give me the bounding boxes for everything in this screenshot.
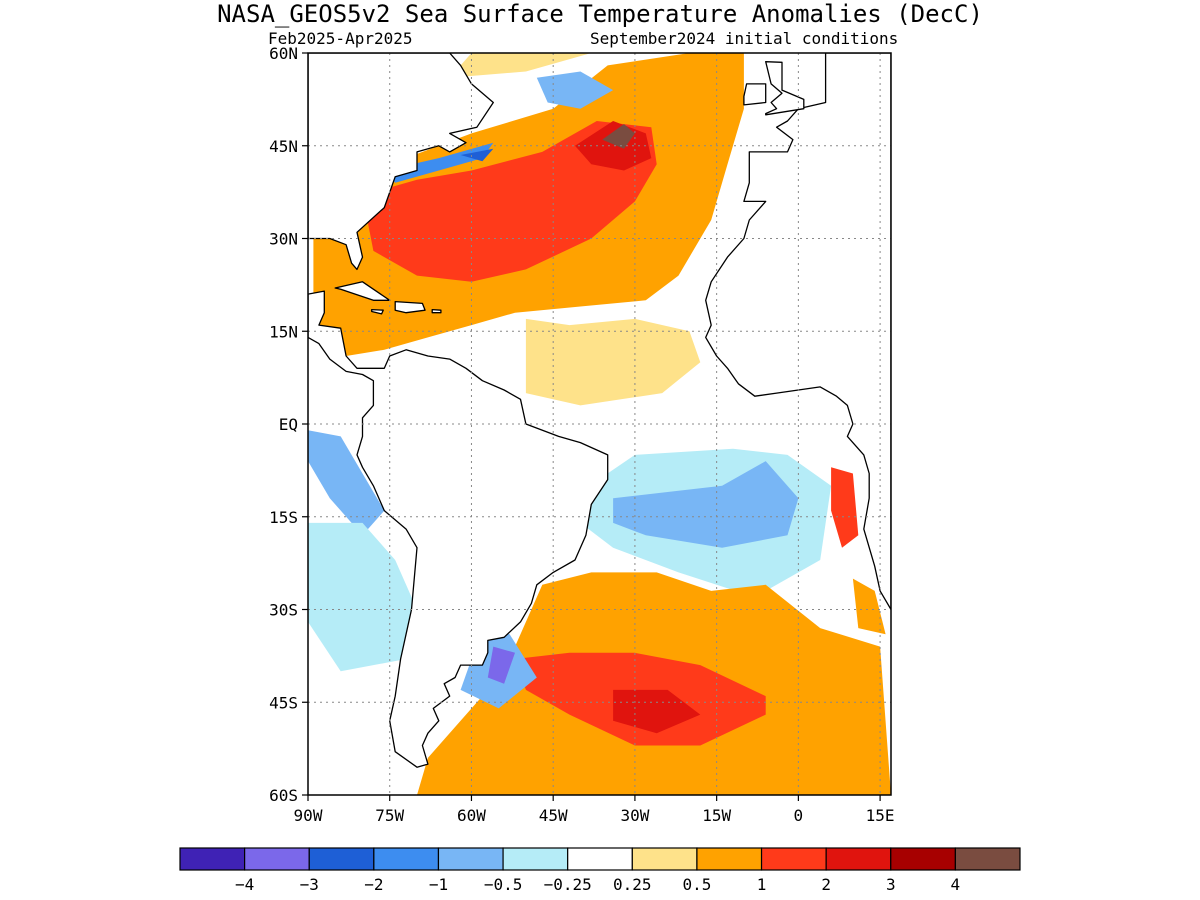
colorbar-label-3: −1 (429, 875, 448, 894)
colorbar-swatch-4 (437, 847, 504, 871)
lon-tick-label-0: 90W (294, 806, 323, 825)
colorbar-swatch-3 (373, 847, 440, 871)
colorbar-swatch-6 (567, 847, 633, 871)
colorbar-label-1: −3 (300, 875, 319, 894)
lat-tick-label-1: 45N (269, 137, 298, 156)
lon-tick-label-3: 45W (539, 806, 568, 825)
anomaly-region-5 (449, 53, 592, 78)
colorbar-label-5: −0.25 (544, 875, 592, 894)
lat-tick-label-5: 15S (269, 508, 298, 527)
colorbar-swatch-8 (696, 847, 763, 871)
colorbar-label-9: 2 (821, 875, 831, 894)
colorbar-label-2: −2 (364, 875, 383, 894)
colorbar-label-10: 3 (886, 875, 896, 894)
lon-tick-label-5: 15W (702, 806, 731, 825)
lon-tick-label-6: 0 (794, 806, 804, 825)
colorbar-label-6: 0.25 (613, 875, 652, 894)
lon-tick-label-1: 75W (375, 806, 404, 825)
land-mass-0 (308, 53, 494, 271)
anomaly-region-14 (613, 461, 799, 548)
land-mass-8 (371, 308, 384, 315)
lat-tick-label-3: 15N (269, 322, 298, 341)
anomaly-region-12 (308, 522, 417, 672)
lat-tick-label-0: 60N (269, 44, 298, 63)
anomaly-region-4 (525, 318, 701, 406)
colorbar-swatch-2 (308, 847, 375, 871)
land-mass-4 (743, 83, 767, 106)
colorbar-label-11: 4 (951, 875, 961, 894)
anomaly-region-17 (613, 689, 701, 734)
colorbar-label-8: 1 (757, 875, 767, 894)
anomaly-region-21 (852, 578, 886, 635)
anomaly-region-20 (831, 467, 859, 548)
land-mass-7 (431, 308, 442, 314)
lon-tick-label-4: 30W (620, 806, 649, 825)
colorbar: −4 −3 −2 −1 −0.5 −0.25 0.25 0.5 1 2 3 4 (179, 847, 1021, 894)
colorbar-label-7: 0.5 (682, 875, 711, 894)
lat-tick-label-4: EQ (279, 415, 298, 434)
land-mass-3 (765, 61, 805, 116)
anomaly-region-7 (460, 148, 494, 162)
initial-conditions: September2024 initial conditions (590, 29, 898, 48)
colorbar-swatch-5 (502, 847, 569, 871)
anomaly-region-8 (536, 71, 614, 109)
anomaly-region-11 (308, 430, 385, 536)
land-mass-1 (308, 290, 609, 768)
map-title: NASA_GEOS5v2 Sea Surface Temperature Ano… (217, 0, 983, 28)
colorbar-label-4: −0.5 (484, 875, 523, 894)
lon-tick-label-7: 15E (866, 806, 895, 825)
colorbar-swatch-1 (244, 847, 310, 871)
anomaly-region-19 (487, 646, 515, 684)
land-mass-6 (394, 300, 426, 314)
lon-tick-label-2: 60W (457, 806, 486, 825)
graticule (308, 53, 891, 795)
anomaly-region-3 (602, 124, 635, 149)
colorbar-swatch-0 (179, 847, 246, 871)
land-mass-5 (334, 281, 391, 301)
lat-tick-label-6: 30S (269, 601, 298, 620)
lat-tick-label-7: 45S (269, 693, 298, 712)
colorbar-label-0: −4 (235, 875, 254, 894)
colorbar-swatch-11 (890, 847, 956, 871)
colorbar-swatch-7 (631, 847, 698, 871)
lat-tick-label-2: 30N (269, 230, 298, 249)
land-mass-2 (705, 53, 891, 611)
land-masses (308, 53, 891, 768)
lat-tick-label-8: 60S (269, 786, 298, 805)
colorbar-swatch-9 (760, 847, 827, 871)
anomaly-region-6 (384, 142, 494, 183)
anomaly-region-1 (362, 121, 657, 282)
anomaly-fields (308, 53, 891, 795)
forecast-period: Feb2025-Apr2025 (268, 29, 413, 48)
colorbar-swatch-10 (825, 847, 892, 871)
colorbar-swatch-12 (954, 847, 1021, 871)
